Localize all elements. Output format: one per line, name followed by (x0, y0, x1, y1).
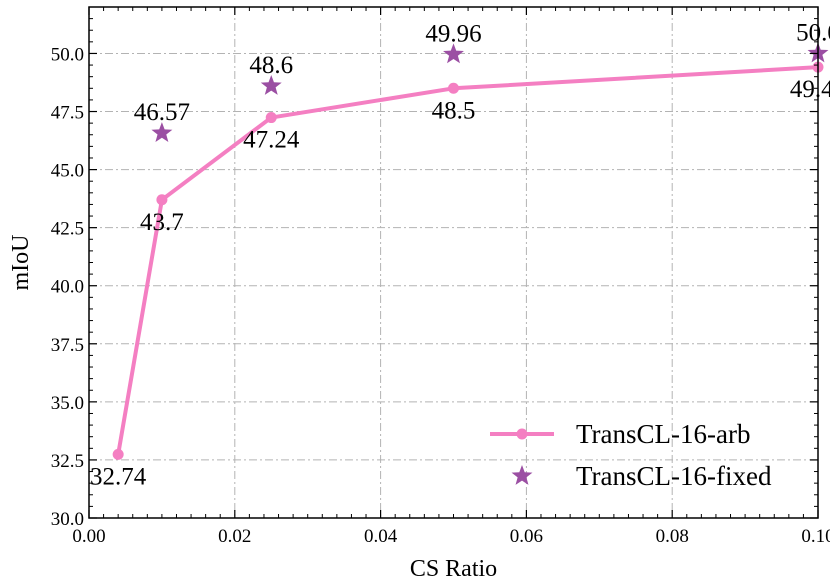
data-point-fixed (443, 43, 464, 64)
y-tick-label: 45.0 (51, 161, 84, 182)
series-line-transcl-16-arb (116, 65, 819, 455)
data-point-arb (156, 194, 168, 206)
y-axis-title: mIoU (8, 235, 34, 291)
x-tick-label: 0.00 (72, 526, 105, 547)
legend-marker-transcl-16-arb (516, 428, 528, 440)
data-label-arb: 49.41 (790, 76, 830, 103)
x-tick-label: 0.08 (656, 526, 689, 547)
data-point-arb (448, 82, 459, 94)
y-tick-label: 35.0 (51, 393, 84, 414)
data-label-arb: 43.7 (140, 209, 184, 236)
data-label-fixed: 50.0 (796, 19, 830, 46)
y-tick-label: 32.5 (51, 451, 84, 472)
series-layer (112, 42, 829, 460)
data-label-arb: 48.5 (432, 97, 476, 124)
data-point-fixed (151, 122, 173, 143)
x-tick-label: 0.04 (364, 526, 398, 547)
legend-marker-transcl-16-fixed (511, 465, 533, 485)
data-label-layer: 32.74 43.7 47.24 48.5 49.41 46.57 48.6 49.96 50.… (90, 19, 830, 490)
data-label-fixed: 48.6 (249, 52, 293, 79)
x-tick-label: 0.10 (801, 526, 830, 547)
y-tick-label: 47.5 (51, 103, 84, 124)
data-label-fixed: 46.57 (134, 99, 190, 126)
y-tick-label: 42.5 (51, 219, 84, 240)
x-axis-title: CS Ratio (410, 556, 497, 582)
data-label-arb: 47.24 (243, 127, 300, 154)
data-point-fixed (260, 74, 282, 95)
y-tick-label: 50.0 (51, 44, 84, 65)
data-label-fixed: 49.96 (425, 20, 481, 47)
data-label-arb: 32.74 (90, 463, 147, 490)
y-tick-label: 30.0 (51, 509, 84, 530)
legend: TransCL-16-arb TransCL-16-fixed (490, 419, 772, 491)
data-point-arb (112, 448, 124, 460)
data-point-arb (265, 112, 277, 124)
y-tick-label: 40.0 (51, 277, 84, 298)
tick-layer: 0.00 0.02 0.04 0.06 0.08 0.10 30.0 32.5 35.0 37.5… (51, 7, 830, 547)
legend-label-transcl-16-fixed: TransCL-16-fixed (576, 461, 772, 491)
y-tick-label: 37.5 (51, 335, 84, 356)
x-tick-label: 0.06 (510, 526, 543, 547)
legend-label-transcl-16-arb: TransCL-16-arb (576, 419, 751, 449)
x-tick-label: 0.02 (218, 526, 251, 547)
